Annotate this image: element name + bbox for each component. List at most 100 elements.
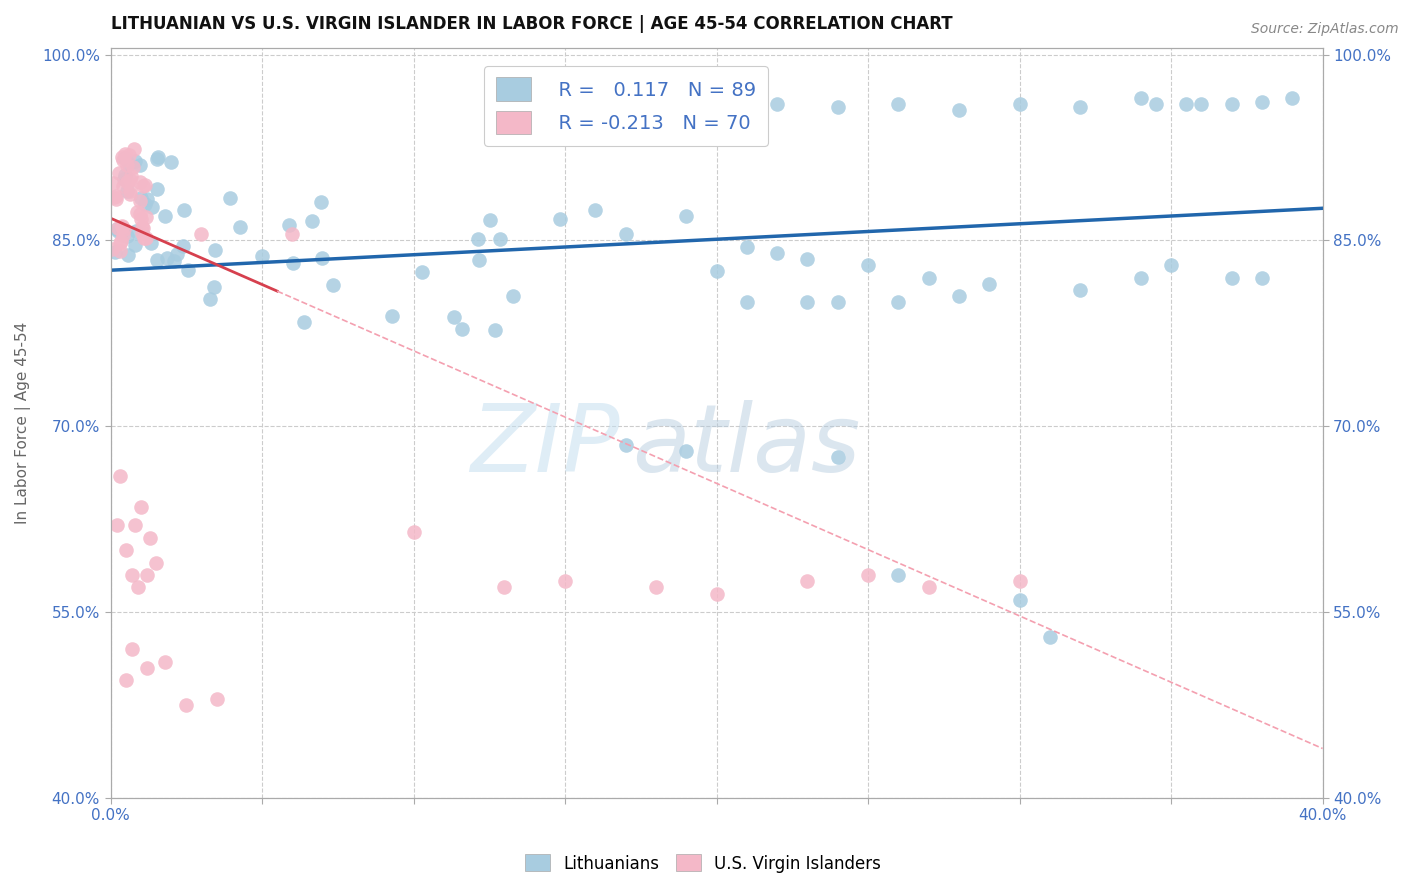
Text: Source: ZipAtlas.com: Source: ZipAtlas.com	[1251, 22, 1399, 37]
Point	[479, 213, 502, 227]
Point	[1129, 270, 1152, 285]
Point	[1281, 91, 1303, 105]
Point	[322, 278, 344, 293]
Point	[112, 179, 135, 194]
Point	[856, 568, 879, 582]
Point	[706, 264, 728, 278]
Point	[174, 698, 197, 713]
Point	[111, 150, 134, 164]
Point	[114, 673, 136, 688]
Point	[153, 655, 176, 669]
Point	[281, 256, 304, 270]
Point	[129, 207, 152, 221]
Point	[101, 242, 124, 256]
Point	[614, 438, 637, 452]
Point	[554, 574, 576, 589]
Point	[796, 295, 818, 310]
Point	[735, 295, 758, 310]
Point	[200, 293, 222, 307]
Point	[645, 581, 668, 595]
Point	[548, 211, 571, 226]
Point	[204, 243, 226, 257]
Point	[301, 214, 323, 228]
Point	[121, 642, 143, 657]
Point	[112, 227, 135, 242]
Point	[110, 234, 132, 248]
Point	[489, 232, 512, 246]
Point	[131, 220, 153, 235]
Point	[129, 190, 152, 204]
Point	[173, 202, 195, 217]
Point	[115, 229, 138, 244]
Legend:   R =   0.117   N = 89,   R = -0.213   N = 70: R = 0.117 N = 89, R = -0.213 N = 70	[484, 66, 768, 146]
Point	[502, 289, 524, 303]
Point	[135, 210, 157, 224]
Point	[139, 236, 162, 251]
Point	[125, 223, 148, 237]
Point	[122, 142, 145, 156]
Point	[979, 277, 1001, 291]
Point	[202, 279, 225, 293]
Point	[827, 100, 849, 114]
Point	[1008, 592, 1031, 607]
Point	[125, 205, 148, 219]
Point	[887, 97, 910, 112]
Point	[141, 200, 163, 214]
Point	[166, 247, 188, 261]
Point	[104, 189, 127, 203]
Point	[118, 184, 141, 198]
Point	[156, 251, 179, 265]
Point	[103, 190, 125, 204]
Point	[827, 295, 849, 310]
Legend: Lithuanians, U.S. Virgin Islanders: Lithuanians, U.S. Virgin Islanders	[519, 847, 887, 880]
Point	[122, 160, 145, 174]
Point	[111, 153, 134, 168]
Point	[129, 194, 152, 209]
Point	[146, 153, 169, 167]
Point	[108, 244, 131, 259]
Point	[118, 157, 141, 171]
Point	[103, 177, 125, 191]
Point	[129, 175, 152, 189]
Point	[948, 103, 970, 118]
Point	[135, 568, 157, 582]
Text: LITHUANIAN VS U.S. VIRGIN ISLANDER IN LABOR FORCE | AGE 45-54 CORRELATION CHART: LITHUANIAN VS U.S. VIRGIN ISLANDER IN LA…	[111, 15, 952, 33]
Point	[114, 151, 136, 165]
Point	[112, 222, 135, 236]
Point	[132, 179, 155, 194]
Point	[134, 197, 156, 211]
Point	[153, 209, 176, 223]
Point	[766, 97, 789, 112]
Point	[104, 244, 127, 259]
Point	[1008, 97, 1031, 112]
Point	[117, 248, 139, 262]
Point	[1069, 283, 1091, 297]
Point	[918, 581, 941, 595]
Point	[796, 252, 818, 266]
Point	[139, 531, 162, 545]
Point	[219, 192, 242, 206]
Point	[1175, 97, 1198, 112]
Point	[1144, 97, 1167, 112]
Point	[766, 246, 789, 260]
Point	[1220, 97, 1243, 112]
Point	[675, 444, 697, 458]
Point	[484, 323, 506, 337]
Point	[107, 220, 129, 235]
Point	[134, 178, 156, 192]
Point	[443, 310, 465, 325]
Point	[228, 220, 250, 235]
Point	[120, 169, 142, 184]
Point	[105, 518, 128, 533]
Point	[494, 581, 516, 595]
Point	[468, 252, 491, 267]
Point	[250, 249, 273, 263]
Point	[115, 158, 138, 172]
Y-axis label: In Labor Force | Age 45-54: In Labor Force | Age 45-54	[15, 322, 31, 524]
Point	[115, 175, 138, 189]
Point	[1251, 270, 1274, 285]
Point	[127, 581, 149, 595]
Point	[107, 166, 129, 180]
Point	[948, 289, 970, 303]
Point	[107, 224, 129, 238]
